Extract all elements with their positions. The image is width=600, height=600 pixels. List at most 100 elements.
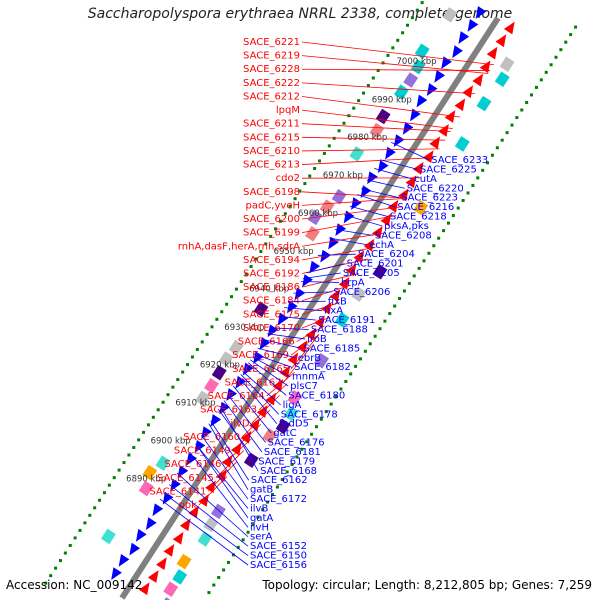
gc-dot [49,574,53,578]
gene-arrow [287,300,298,314]
genome-summary: Topology: circular; Length: 8,212,805 bp… [262,578,592,592]
feature-box [494,71,510,87]
gc-dot [156,408,160,412]
left-leader-line [301,197,408,206]
left-gene-label: SACE_6215 [243,132,300,143]
right-gene-label: SACE_6156 [250,560,307,571]
gc-dot [73,536,77,540]
feature-box [142,464,158,481]
gc-dot [515,116,519,120]
gc-dot [486,161,490,165]
gc-dot [407,281,411,285]
left-leader-line [283,345,312,383]
gc-dot [363,349,367,353]
gene-arrow [226,388,238,401]
right-leader-line [232,385,272,434]
feature-box [262,428,278,444]
gene-arrow [205,480,216,494]
feature-box [476,95,492,112]
gc-dot [88,513,92,517]
feature-box [243,452,259,468]
feature-box [314,353,329,369]
right-leader-line [361,188,400,199]
left-gene-label: SACE_6212 [243,91,300,102]
left-gene-label: SACE_6222 [243,78,300,89]
gene-arrow [486,46,498,60]
gc-dot [217,575,221,579]
gc-dot [396,38,400,42]
right-leader-line [366,179,405,189]
gc-dot [376,68,380,72]
gene-arrow [441,56,452,70]
gc-dot [305,440,309,444]
gc-dot [98,498,102,502]
gc-dot [313,166,317,170]
gc-dot [383,319,387,323]
gc-dot [275,485,279,489]
gc-dot [236,545,240,549]
right-leader-line [242,371,281,406]
gc-dot [222,568,226,572]
left-leader-line [301,247,376,261]
right-gene-label: SACE_6162 [251,475,308,486]
gene-arrow [350,197,362,210]
gc-dot [78,528,82,532]
gc-dot [308,174,312,178]
gc-dot [314,425,318,429]
gc-dot [212,583,216,587]
right-gene-label: SACE_6150 [250,551,307,562]
right-gene-label: SACE_6205 [343,268,400,279]
gc-dot [371,76,375,80]
gc-dot [520,108,524,112]
backbone-line [119,16,501,600]
left-gene-label: ppk [178,500,197,511]
left-leader-line [301,82,476,95]
gc-dot [337,129,341,133]
kbp-tick-track: 6890 kbp 6900 kbp 6910 kbp 6920 kbp 6930 kbp… [126,57,436,484]
kbp-tick-label: 6930 kbp [224,323,264,333]
gene-arrow [145,517,157,531]
gc-dot [398,297,402,301]
kbp-tick-label: 6960 kbp [298,209,338,219]
right-leader-line [219,406,259,472]
right-leader-line [169,484,249,547]
left-gene-label: SACE_6184 [243,296,300,307]
gc-dot [391,46,395,50]
feature-box [163,581,179,597]
gc-dot [349,372,353,376]
gene-arrow [360,185,372,198]
kbp-tick-label: 6910 kbp [175,398,215,408]
gene-arrow [179,518,191,532]
gc-dot [339,387,343,391]
gc-dot [427,251,431,255]
gene-arrow [479,60,491,74]
right-gene-label: SACE_6204 [358,249,415,260]
left-gene-label: SACE_6145 [157,473,214,484]
gc-dot [342,121,346,125]
right-leader-line [391,141,430,161]
kbp-tick-label: 6970 kbp [323,171,363,181]
left-gene-label: SACE_6170 [243,323,300,334]
gc-dot [324,410,328,414]
gc-dot [230,295,234,299]
gc-dot [107,483,111,487]
right-leader-line [189,452,249,528]
left-leader-line [232,424,262,451]
gc-dot [93,506,97,510]
left-gene-label: SACE_6167 [225,377,282,388]
gc-dot [456,206,460,210]
gc-dot [402,289,406,293]
gene-arrow [458,31,470,44]
gene-arrow [434,69,446,83]
right-leader-line [195,443,249,509]
gene-arrow [475,6,487,19]
right-leader-line [263,339,302,349]
left-gene-label: SACE_6221 [243,37,300,48]
gc-dot [195,347,199,351]
gc-dot [251,523,255,527]
feature-box [203,378,219,394]
gc-dot [190,355,194,359]
gene-arrow [129,542,141,556]
gene-arrow [410,108,421,122]
